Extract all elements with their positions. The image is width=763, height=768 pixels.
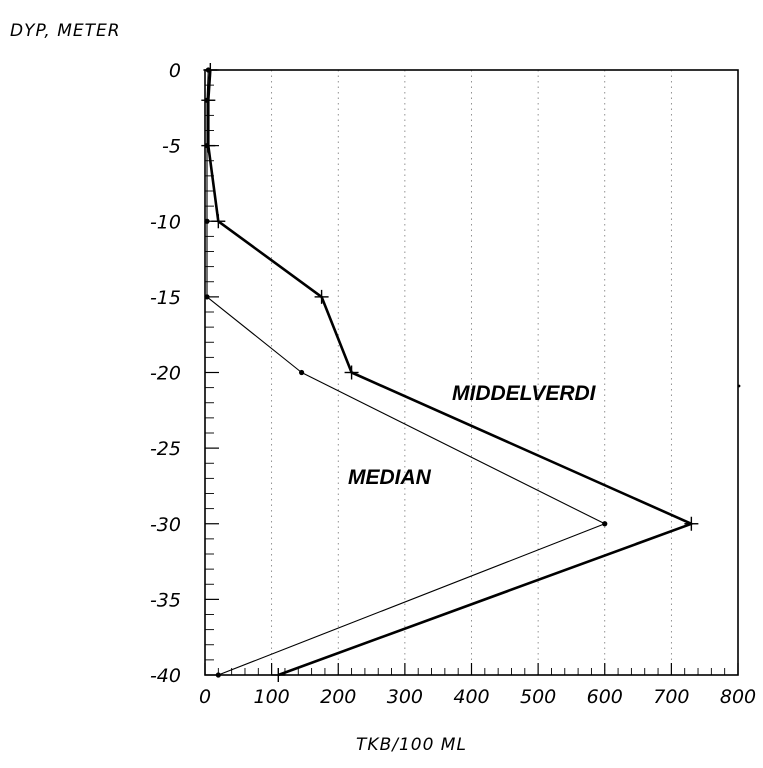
point-marker-median [204, 97, 210, 103]
x-tick-label: 100 [253, 686, 289, 708]
x-tick-label: 600 [587, 686, 623, 708]
series-layer [206, 69, 693, 677]
scan-dot [737, 384, 741, 388]
x-tick-label: 400 [453, 686, 489, 708]
y-tick-label: -5 [162, 136, 181, 158]
series-line-median [206, 69, 606, 676]
point-marker-middelverdi [344, 365, 359, 380]
y-tick-label: 0 [169, 60, 181, 82]
point-marker-median [299, 369, 305, 376]
series-label-middelverdi: MIDDELVERDI [452, 382, 597, 405]
plot-frame [204, 69, 739, 676]
y-tick-label: -30 [150, 514, 181, 536]
x-tick-label: 500 [520, 686, 556, 708]
point-marker-median [204, 218, 210, 224]
point-marker-middelverdi [314, 289, 329, 304]
x-axis-title: TKB/100 ML [356, 735, 467, 755]
point-marker-middelverdi [271, 668, 286, 682]
point-marker-median [204, 294, 210, 300]
x-tick-label: 0 [199, 686, 211, 708]
y-axis-title: DYP, METER [10, 21, 121, 41]
x-tick-label: 700 [653, 686, 689, 708]
point-marker-median [602, 521, 608, 527]
y-tick-label: -10 [150, 211, 181, 233]
series-label-median: MEDIAN [348, 466, 432, 489]
marker-layer [201, 63, 741, 682]
series-label-layer: MIDDELVERDI MEDIAN [348, 382, 597, 489]
y-tick-label: -20 [150, 363, 181, 385]
y-tick-label: -35 [150, 589, 181, 611]
x-tick-label: 800 [720, 686, 756, 708]
y-tick-label: -40 [150, 665, 181, 687]
x-tick-labels: 0 100 200 300 400 500 600 700 800 [199, 686, 756, 708]
point-marker-median [215, 672, 221, 678]
y-tick-label: -15 [150, 287, 181, 309]
point-marker-middelverdi [211, 214, 226, 229]
x-tick-label: 300 [387, 686, 423, 708]
point-marker-middelverdi [684, 516, 699, 531]
grid-layer [271, 70, 672, 675]
point-marker-median [204, 143, 210, 149]
y-tick-labels: 0 -5 -10 -15 -20 -25 -30 -35 -40 [150, 60, 181, 687]
y-tick-label: -25 [150, 438, 181, 460]
x-tick-label: 200 [320, 686, 356, 708]
series-line-middelverdi [207, 69, 693, 677]
point-marker-median [205, 67, 211, 73]
